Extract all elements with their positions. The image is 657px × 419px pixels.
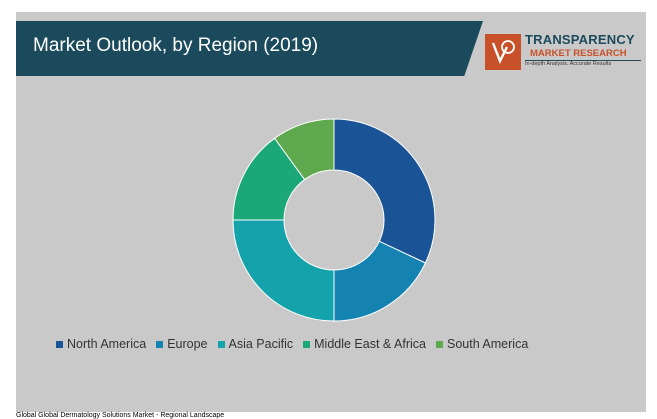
logo-subname: MARKET RESEARCH [530, 48, 627, 59]
legend-label: South America [446, 337, 529, 351]
legend-swatch [435, 340, 443, 348]
chart-panel: Market Outlook, by Region (2019) TRANSPA… [16, 12, 646, 412]
legend-item: Europe [156, 337, 208, 351]
donut-chart [232, 118, 436, 322]
logo-mark-icon [485, 34, 521, 70]
chart-title: Market Outlook, by Region (2019) [33, 35, 319, 56]
legend-swatch [303, 340, 311, 348]
donut-slice-asia-pacific [232, 219, 335, 322]
chart-legend: North America Europe Asia Pacific Middle Ea… [56, 337, 528, 351]
legend-label: Europe [167, 337, 208, 351]
legend-swatch [56, 340, 63, 348]
legend-label: Middle East & Africa [314, 337, 426, 351]
legend-item: South America [435, 337, 529, 351]
legend-item: Asia Pacific [217, 337, 294, 351]
legend-item: Middle East & Africa [303, 337, 426, 351]
footer-caption: Global Global Dermatology Solutions Mark… [16, 412, 225, 419]
legend-item: North America [56, 337, 146, 351]
legend-swatch [156, 340, 164, 348]
logo-divider [525, 60, 641, 61]
donut-slice-south-america [273, 118, 335, 181]
title-banner: Market Outlook, by Region (2019) [16, 21, 483, 76]
logo-name: TRANSPARENCY [525, 32, 635, 47]
donut-slice-north-america [333, 118, 436, 264]
logo-tagline: In-depth Analysis. Accurate Results [525, 61, 612, 67]
legend-label: North America [67, 337, 147, 351]
legend-label: Asia Pacific [228, 337, 294, 351]
legend-swatch [217, 340, 225, 348]
brand-logo: TRANSPARENCY MARKET RESEARCH In-depth An… [485, 29, 643, 75]
